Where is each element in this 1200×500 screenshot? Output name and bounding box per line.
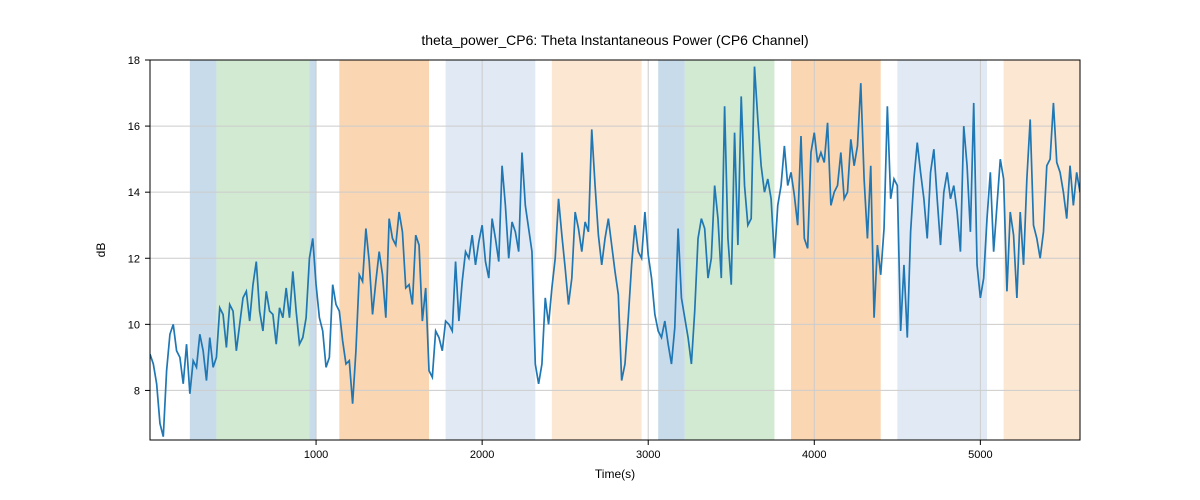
y-tick-label: 16 <box>128 121 140 133</box>
y-tick-label: 12 <box>128 253 140 265</box>
y-tick-label: 10 <box>128 319 140 331</box>
y-tick-label: 8 <box>134 385 140 397</box>
y-tick-label: 14 <box>128 187 140 199</box>
x-tick-label: 4000 <box>802 449 826 461</box>
y-axis-label: dB <box>94 243 108 258</box>
x-tick-label: 2000 <box>470 449 494 461</box>
x-tick-label: 3000 <box>636 449 660 461</box>
chart-container: 1000 2000 3000 4000 5000 8 10 12 14 16 18 Time(s) dB… <box>0 0 1200 500</box>
x-tick-label: 1000 <box>304 449 328 461</box>
y-tick-label: 18 <box>128 55 140 67</box>
x-axis-label: Time(s) <box>595 467 635 481</box>
x-tick-label: 5000 <box>968 449 992 461</box>
chart-title: theta_power_CP6: Theta Instantaneous Pow… <box>421 32 808 48</box>
line-chart: 1000 2000 3000 4000 5000 8 10 12 14 16 18 Time(s) dB… <box>0 0 1200 500</box>
